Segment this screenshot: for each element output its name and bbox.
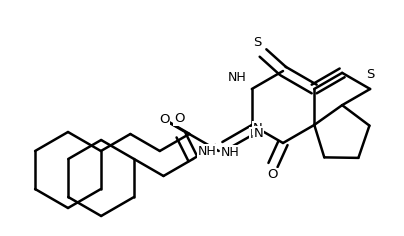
Text: S: S <box>253 37 261 50</box>
Text: O: O <box>268 169 278 181</box>
Text: NH: NH <box>228 71 247 84</box>
Text: O: O <box>174 112 184 125</box>
Text: N: N <box>253 122 263 135</box>
Text: O: O <box>159 113 169 126</box>
Text: NH: NH <box>221 146 240 159</box>
Text: S: S <box>366 68 375 81</box>
Text: NH: NH <box>198 145 217 158</box>
Text: N: N <box>249 127 259 140</box>
Text: N: N <box>254 127 263 140</box>
